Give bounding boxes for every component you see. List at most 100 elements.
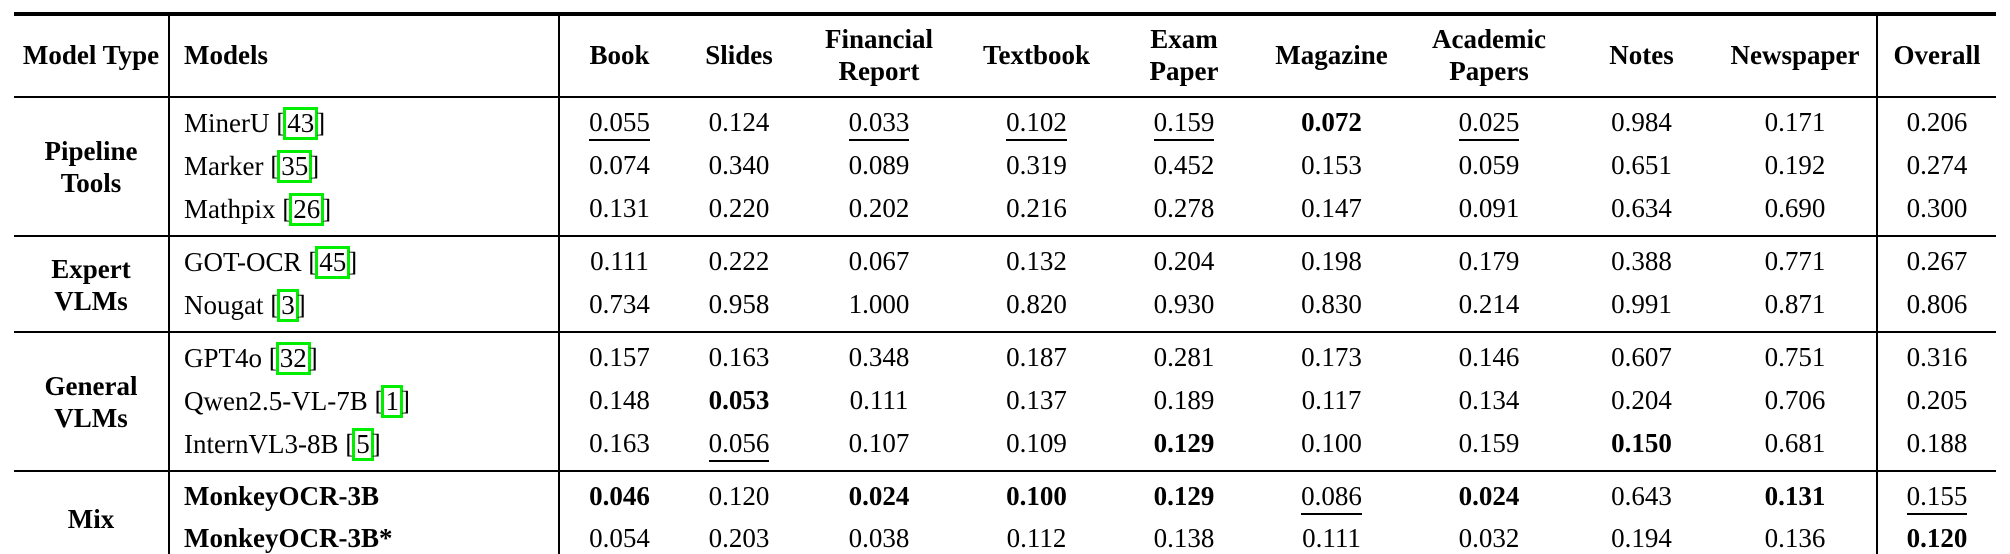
metric-value: 0.991	[1611, 289, 1672, 320]
metric-value: 0.607	[1569, 330, 1714, 380]
citation-link-32[interactable]: 32	[275, 341, 311, 375]
metric-value: 0.136	[1714, 518, 1877, 554]
metric-value: 0.806	[1876, 283, 1996, 332]
metric-value: 0.129	[1153, 428, 1215, 459]
model-name-internvl3-8b: InternVL3-8B [5]	[169, 422, 560, 471]
metric-value: 0.120	[679, 469, 799, 518]
table-row-mineru: Pipeline Tools MinerU [43] 0.055 0.124 0.033…	[14, 95, 1996, 236]
metric-value: 0.107	[848, 428, 910, 459]
col-header-exam-paper: Exam Paper	[1114, 14, 1254, 98]
metric-value: 0.388	[1569, 234, 1714, 284]
metric-value: 0.206	[1876, 95, 1996, 145]
metric-value: 0.137	[1006, 385, 1067, 416]
metric-value: 0.102	[959, 95, 1114, 145]
metric-value: 0.316	[1876, 330, 1996, 380]
metric-value: 0.871	[1764, 289, 1826, 320]
metric-value: 0.198	[1254, 234, 1409, 284]
metric-value: 0.930	[1153, 289, 1215, 320]
metric-value: 0.074	[589, 150, 650, 181]
metric-value: 0.340	[708, 150, 770, 181]
metric-value: 0.281	[1114, 330, 1254, 380]
model-name-nougat: Nougat [3]	[169, 283, 560, 332]
metric-value: 0.820	[1006, 289, 1067, 320]
metric-value: 0.984	[1569, 95, 1714, 145]
metric-value: 0.830	[1301, 289, 1362, 320]
model-type-pipeline-tools: Pipeline Tools	[14, 95, 170, 236]
citation-link-35[interactable]: 35	[277, 149, 313, 183]
col-header-models: Models	[169, 14, 560, 98]
metric-value: 0.690	[1764, 193, 1826, 224]
metric-value: 0.150	[1611, 428, 1672, 459]
metric-value: 0.072	[1254, 95, 1409, 145]
metric-value: 0.024	[799, 469, 959, 518]
metric-value: 0.025	[1409, 95, 1569, 145]
metric-value: 0.111	[559, 234, 679, 284]
col-header-textbook: Textbook	[959, 14, 1114, 98]
citation-link-5[interactable]: 5	[352, 427, 374, 461]
metric-value: 0.220	[708, 193, 770, 224]
table-row-got-ocr: Expert VLMs GOT-OCR [45] 0.111 0.222 0.067 0.…	[14, 234, 1996, 332]
metric-value: 0.100	[1301, 428, 1362, 459]
metric-value: 0.319	[1006, 150, 1067, 181]
col-header-overall: Overall	[1876, 14, 1996, 98]
metric-value: 0.109	[1006, 428, 1067, 459]
metric-value: 0.300	[1876, 187, 1996, 236]
citation-link-45[interactable]: 45	[315, 245, 351, 279]
citation-link-3[interactable]: 3	[277, 288, 299, 322]
metric-value: 0.153	[1301, 150, 1362, 181]
metric-value: 0.751	[1714, 330, 1877, 380]
col-header-academic-papers: Academic Papers	[1409, 14, 1569, 98]
col-header-magazine: Magazine	[1254, 14, 1409, 98]
col-header-notes: Notes	[1569, 14, 1714, 98]
metric-value: 0.194	[1569, 518, 1714, 554]
metric-value: 0.214	[1458, 289, 1520, 320]
metric-value: 0.202	[848, 193, 910, 224]
metric-value: 0.188	[1876, 422, 1996, 471]
metric-value: 0.033	[799, 95, 959, 145]
model-name-monkeyocr-3b: MonkeyOCR-3B	[169, 469, 560, 518]
col-header-book: Book	[559, 14, 679, 98]
table-row-mathpix: Mathpix [26] 0.131 0.220 0.202 0.216 0.278 0.1…	[14, 187, 1996, 236]
model-type-expert-vlms: Expert VLMs	[14, 234, 170, 332]
citation-link-1[interactable]: 1	[381, 384, 403, 418]
col-header-newspaper: Newspaper	[1714, 14, 1877, 98]
model-type-general-vlms: General VLMs	[14, 330, 170, 471]
metric-value: 0.111	[849, 385, 909, 416]
header-row: Model Type Models Book Slides Financial …	[14, 14, 1996, 98]
metric-value: 0.173	[1254, 330, 1409, 380]
metric-value: 0.643	[1569, 469, 1714, 518]
metric-value: 0.055	[559, 95, 679, 145]
metric-value: 0.274	[1876, 144, 1996, 188]
metric-value: 0.131	[1714, 469, 1877, 518]
model-name-mineru: MinerU [43]	[169, 95, 560, 145]
metric-value: 0.179	[1409, 234, 1569, 284]
metric-value: 0.131	[589, 193, 650, 224]
metric-value: 0.222	[679, 234, 799, 284]
metric-value: 0.771	[1714, 234, 1877, 284]
citation-link-26[interactable]: 26	[289, 192, 325, 226]
table-row-internvl3-8b: InternVL3-8B [5] 0.163 0.056 0.107 0.109 0.12…	[14, 422, 1996, 471]
metric-value: 0.734	[589, 289, 650, 320]
metric-value: 0.059	[1458, 150, 1520, 181]
metric-value: 0.204	[1114, 234, 1254, 284]
table-row-marker: Marker [35] 0.074 0.340 0.089 0.319 0.452 0.15…	[14, 144, 1996, 188]
metric-value: 0.056	[679, 423, 799, 471]
model-type-mix: Mix	[14, 469, 170, 554]
metric-value: 0.634	[1611, 193, 1672, 224]
metric-value: 0.187	[959, 330, 1114, 380]
model-name-gpt4o: GPT4o [32]	[169, 330, 560, 380]
metric-value: 0.452	[1153, 150, 1215, 181]
metric-value: 0.117	[1301, 385, 1362, 416]
metric-value: 0.134	[1458, 385, 1520, 416]
model-name-mathpix: Mathpix [26]	[169, 187, 560, 236]
metric-value: 0.171	[1714, 95, 1877, 145]
metric-value: 0.163	[679, 330, 799, 380]
citation-link-43[interactable]: 43	[283, 106, 319, 140]
metric-value: 0.157	[559, 330, 679, 380]
table-row-nougat: Nougat [3] 0.734 0.958 1.000 0.820 0.930 0.830…	[14, 283, 1996, 332]
metric-value: 0.159	[1458, 428, 1520, 459]
metric-value: 0.067	[799, 234, 959, 284]
metric-value: 0.038	[848, 522, 910, 553]
metric-value: 0.111	[1302, 522, 1361, 553]
